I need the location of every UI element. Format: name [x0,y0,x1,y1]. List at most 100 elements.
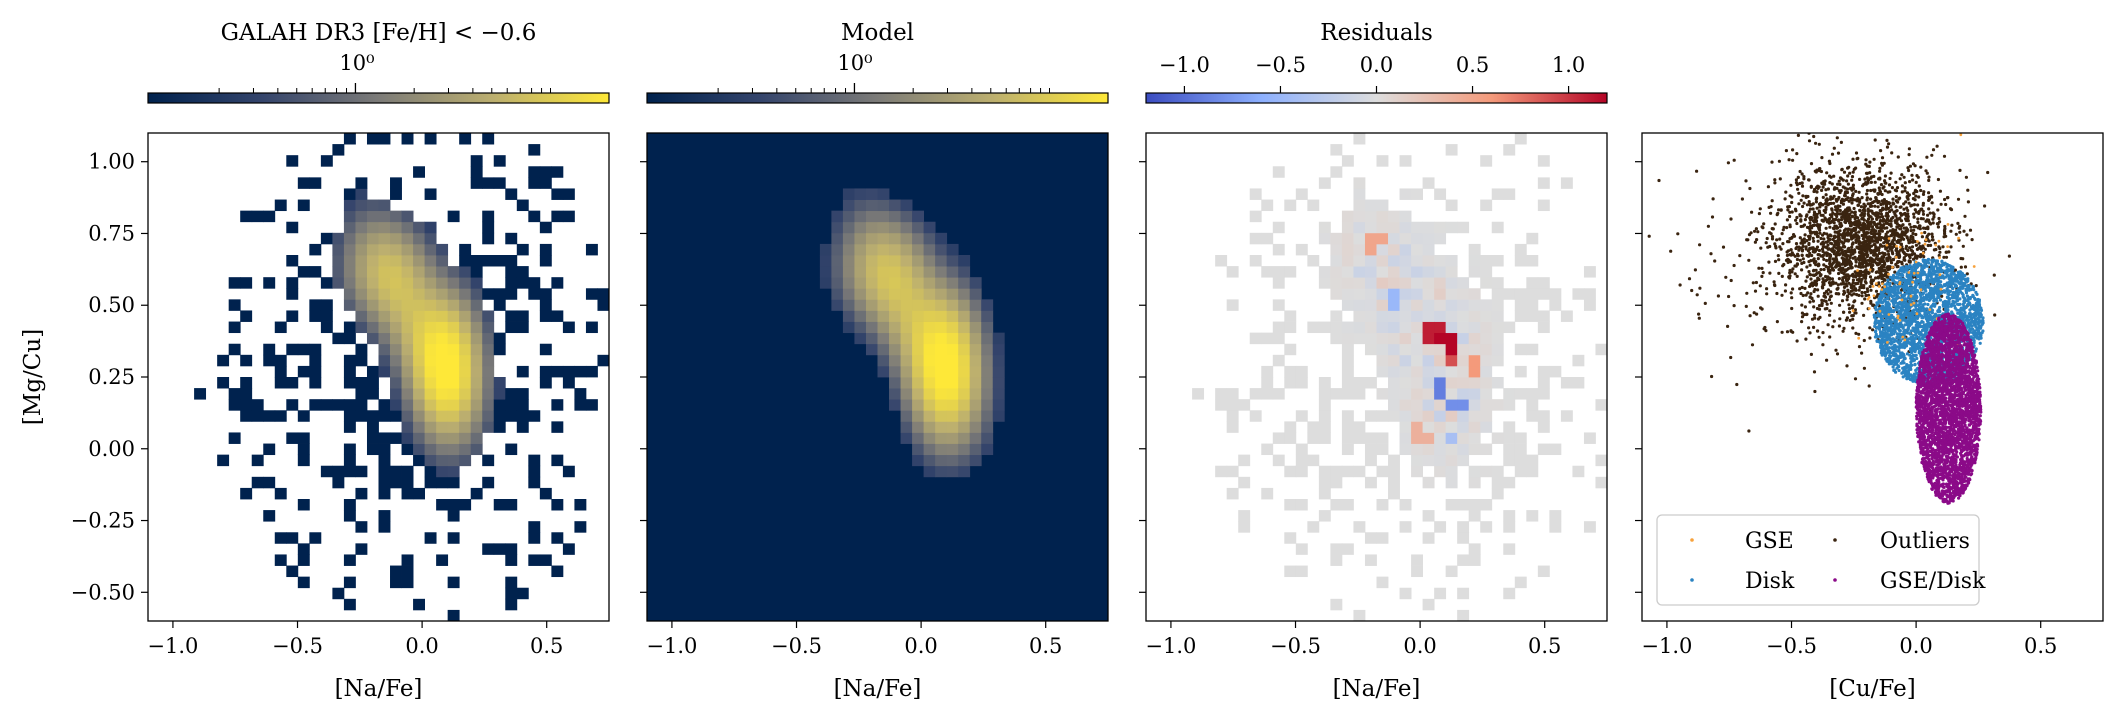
heatmap-cell [1399,443,1412,456]
heatmap-cell [355,266,368,278]
heatmap-cell [1272,332,1285,345]
heatmap-cell [1595,476,1607,489]
heatmap-cell [819,266,832,278]
scatter-point [1812,210,1817,214]
heatmap-cell [1364,277,1377,289]
heatmap-cell [923,454,936,467]
scatter-point [1880,251,1885,255]
heatmap-cell [1307,432,1320,444]
scatter-point [1814,268,1818,272]
heatmap-cell [1468,288,1481,300]
heatmap-cell [1353,609,1366,621]
scatter-point [1837,245,1841,249]
heatmap-cell [1491,221,1504,234]
heatmap-cell [946,310,959,322]
scatter-point [1788,268,1792,272]
scatter-point [1880,215,1885,219]
heatmap-cell [1295,410,1308,422]
heatmap-cell [401,399,414,411]
scatter-point [1851,170,1855,174]
scatter-point [1824,226,1828,230]
heatmap-cell [390,288,402,300]
heatmap-cell [378,221,391,234]
heatmap-cell [1480,388,1493,400]
heatmap-cell [1468,543,1481,555]
heatmap-cell [912,354,925,367]
heatmap-cell [1537,388,1550,400]
scatter-point [1808,251,1812,255]
scatter-point [1880,192,1884,197]
heatmap-cell [854,243,867,256]
heatmap-cell [424,410,437,422]
scatter-point [1828,174,1832,178]
heatmap-cell [969,410,982,422]
heatmap-cell [320,155,333,167]
heatmap-cell [935,465,948,478]
scatter-point [1966,200,1970,204]
heatmap-cell [935,343,948,356]
scatter-point [1851,281,1855,285]
heatmap-cell [1411,299,1424,311]
heatmap-cell [459,321,472,334]
scatter-point [1780,293,1784,297]
scatter-point [1828,283,1832,287]
heatmap-cell [969,321,982,334]
heatmap-cell [401,133,414,145]
heatmap-cell [366,277,379,289]
heatmap-cell [401,343,414,356]
colorbar-strip-model [646,92,1109,104]
heatmap-cell [366,443,379,456]
heatmap-cell [1468,421,1481,433]
heatmap-cell [505,310,518,322]
scatter-point [1807,139,1812,143]
heatmap-cell [401,321,414,334]
heatmap-cell [1399,421,1412,433]
heatmap-cell [1445,199,1458,212]
heatmap-cell [1468,377,1481,389]
heatmap-cell [1399,188,1412,200]
heatmap-cell [378,465,391,478]
heatmap-cell [390,243,402,256]
heatmap-cell [912,243,925,256]
scatter-point [1775,213,1779,217]
scatter-point [1790,118,1793,121]
heatmap-cell [1318,377,1331,389]
heatmap-cell [493,377,506,389]
scatter-point [1903,233,1907,237]
heatmap-cell [413,410,425,422]
scatter-point [1687,277,1692,281]
heatmap-cell [969,288,982,300]
heatmap-cell [401,332,414,345]
heatmap-cell [1411,188,1424,200]
scatter-point [1788,253,1792,257]
heatmap-cell [969,299,982,311]
scatter-point [1887,265,1891,269]
scatter-point [1817,142,1821,146]
heatmap-cell [1514,343,1527,356]
scatter-point [1765,292,1769,296]
scatter-point [1877,186,1881,190]
scatter-point [1773,222,1777,226]
heatmap-cell [831,277,844,289]
scatter-point [1911,240,1915,244]
scatter-point [1849,230,1853,234]
scatter-point [1856,273,1860,277]
scatter-point [1868,326,1872,330]
colorbar-tick-label: −1.0 [1159,53,1210,77]
heatmap-cell [1411,221,1424,234]
heatmap-cell [912,277,925,289]
scatter-point [1808,331,1812,335]
heatmap-cell [355,188,368,200]
scatter-point [1785,253,1789,257]
heatmap-cell [1480,410,1493,422]
heatmap-cell [1445,465,1458,478]
heatmap-cell [923,421,936,433]
scatter-point [1853,288,1857,292]
scatter-point [1889,234,1893,238]
heatmap-cell [1411,465,1424,478]
scatter-point [1879,183,1884,187]
scatter-point [1841,245,1845,249]
heatmap-cell [1364,310,1377,322]
heatmap-cell [969,310,982,322]
heatmap-cell [1457,388,1470,400]
